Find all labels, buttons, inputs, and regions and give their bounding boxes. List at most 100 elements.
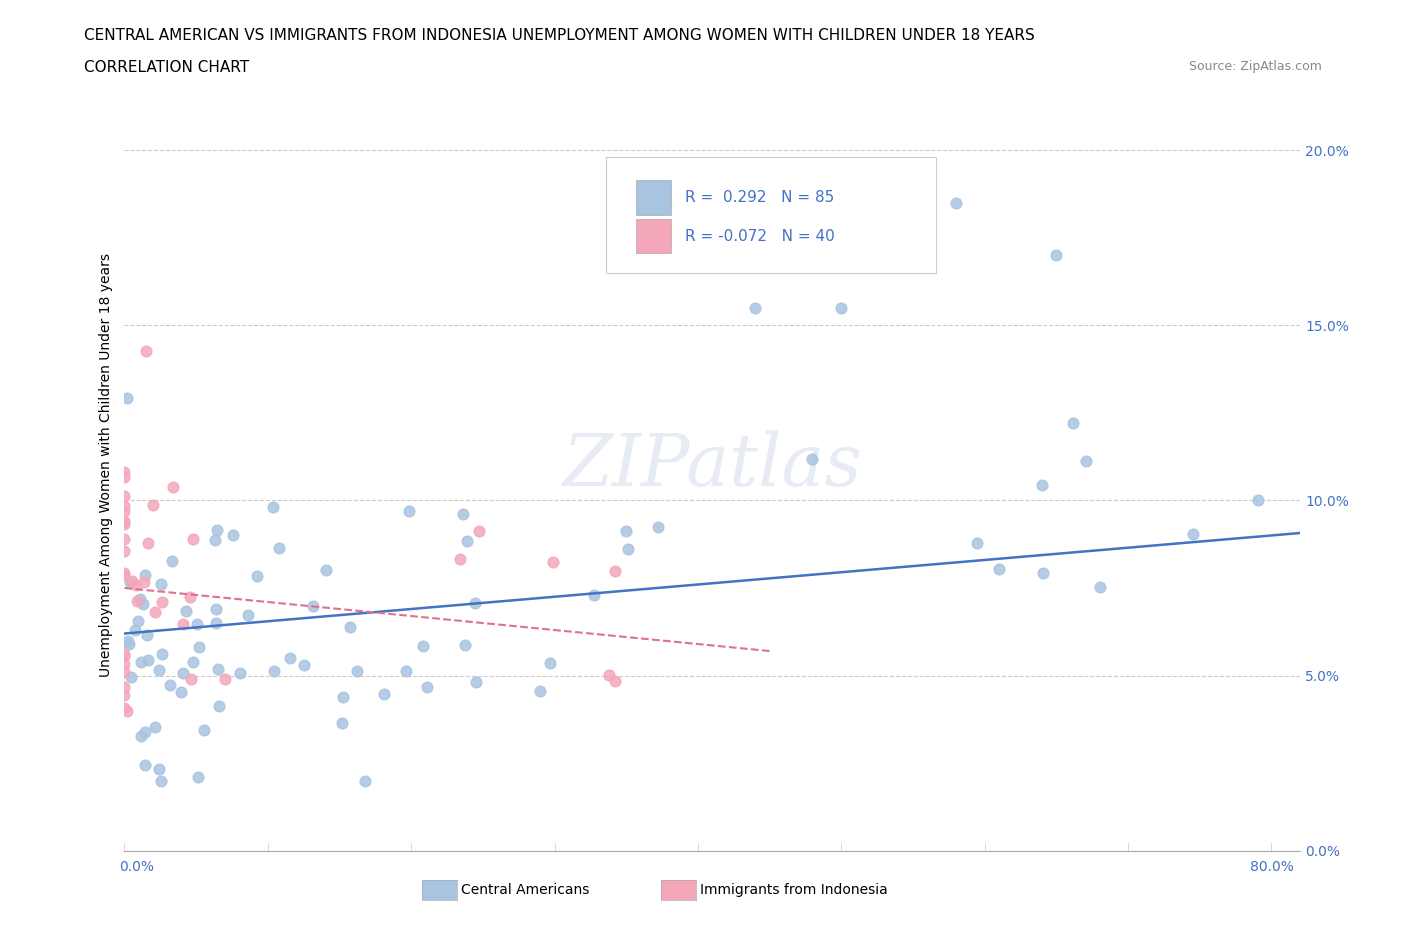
Point bbox=[1045, 247, 1067, 262]
Point bbox=[114, 700, 136, 715]
Point bbox=[124, 622, 146, 637]
Text: Immigrants from Indonesia: Immigrants from Indonesia bbox=[700, 883, 889, 897]
Point bbox=[541, 554, 564, 569]
Point bbox=[339, 620, 361, 635]
Point bbox=[205, 523, 228, 538]
Point bbox=[456, 534, 478, 549]
Point bbox=[181, 532, 204, 547]
Point bbox=[332, 689, 354, 704]
Point bbox=[159, 677, 181, 692]
Point bbox=[114, 565, 136, 580]
Point bbox=[117, 704, 139, 719]
Point bbox=[128, 591, 150, 606]
Point bbox=[214, 671, 236, 686]
Point bbox=[451, 507, 474, 522]
Point bbox=[205, 602, 228, 617]
Point bbox=[302, 599, 325, 614]
Point bbox=[354, 773, 377, 788]
Point bbox=[373, 686, 395, 701]
Point bbox=[1062, 416, 1084, 431]
Point bbox=[160, 553, 183, 568]
Point bbox=[464, 595, 486, 610]
Point bbox=[150, 647, 173, 662]
Point bbox=[583, 588, 606, 603]
Text: CORRELATION CHART: CORRELATION CHART bbox=[84, 60, 249, 75]
Point bbox=[1247, 492, 1270, 507]
Point bbox=[114, 680, 136, 695]
Point bbox=[131, 654, 153, 669]
Point bbox=[162, 479, 184, 494]
Point bbox=[134, 567, 156, 582]
Point bbox=[114, 687, 136, 702]
Point bbox=[125, 593, 148, 608]
Point bbox=[988, 561, 1011, 576]
Point bbox=[538, 656, 561, 671]
Point bbox=[647, 520, 669, 535]
Point bbox=[398, 504, 420, 519]
Point bbox=[114, 646, 136, 661]
Point bbox=[614, 524, 637, 538]
Point bbox=[205, 616, 228, 631]
Point bbox=[204, 533, 226, 548]
Point bbox=[450, 551, 472, 566]
Point bbox=[529, 684, 551, 698]
Point bbox=[395, 664, 418, 679]
Point bbox=[121, 573, 143, 588]
Point bbox=[263, 664, 285, 679]
Point bbox=[135, 343, 157, 358]
Point bbox=[114, 516, 136, 531]
Point bbox=[315, 562, 337, 577]
Point bbox=[117, 633, 139, 648]
Point bbox=[945, 195, 967, 210]
Point bbox=[145, 604, 167, 619]
Point bbox=[114, 532, 136, 547]
Point bbox=[114, 498, 136, 513]
Text: Source: ZipAtlas.com: Source: ZipAtlas.com bbox=[1188, 60, 1322, 73]
Point bbox=[801, 451, 824, 466]
Point bbox=[115, 391, 138, 405]
Point bbox=[236, 608, 259, 623]
Point bbox=[131, 728, 153, 743]
Point bbox=[465, 674, 488, 689]
Point bbox=[148, 662, 170, 677]
Point bbox=[149, 576, 172, 591]
Text: 0.0%: 0.0% bbox=[120, 860, 155, 874]
Text: 80.0%: 80.0% bbox=[1250, 860, 1294, 874]
Point bbox=[170, 684, 193, 699]
Point bbox=[138, 652, 160, 667]
Point bbox=[114, 664, 136, 679]
Point bbox=[114, 657, 136, 671]
Point bbox=[412, 639, 434, 654]
Point bbox=[468, 524, 491, 538]
Point bbox=[135, 628, 157, 643]
Point bbox=[603, 564, 626, 578]
Point bbox=[193, 723, 215, 737]
Point bbox=[186, 617, 208, 631]
Point bbox=[901, 231, 924, 246]
Point bbox=[132, 596, 155, 611]
Text: R = -0.072   N = 40: R = -0.072 N = 40 bbox=[685, 229, 835, 244]
Point bbox=[222, 527, 245, 542]
Point bbox=[114, 543, 136, 558]
Point bbox=[120, 670, 142, 684]
Point bbox=[1031, 477, 1053, 492]
Point bbox=[453, 637, 475, 652]
Text: CENTRAL AMERICAN VS IMMIGRANTS FROM INDONESIA UNEMPLOYMENT AMONG WOMEN WITH CHIL: CENTRAL AMERICAN VS IMMIGRANTS FROM INDO… bbox=[84, 28, 1035, 43]
Point bbox=[1032, 565, 1054, 580]
Point bbox=[1182, 527, 1205, 542]
Point bbox=[292, 658, 315, 672]
Point bbox=[136, 536, 159, 551]
Point bbox=[415, 679, 437, 694]
Point bbox=[188, 639, 211, 654]
Point bbox=[120, 575, 142, 590]
Point bbox=[149, 773, 172, 788]
Text: Central Americans: Central Americans bbox=[461, 883, 589, 897]
Point bbox=[127, 614, 149, 629]
Point bbox=[132, 575, 155, 590]
Point bbox=[114, 648, 136, 663]
Point bbox=[207, 662, 229, 677]
Point bbox=[142, 498, 165, 512]
Point bbox=[267, 540, 290, 555]
Point bbox=[180, 671, 202, 686]
Point bbox=[134, 757, 156, 772]
